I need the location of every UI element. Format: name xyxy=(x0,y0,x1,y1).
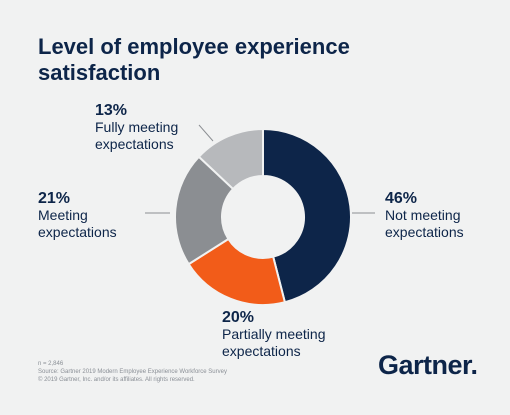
label-partially-meeting-line-2: expectations xyxy=(222,343,301,359)
gartner-logo: Gartner. xyxy=(378,350,478,381)
label-partially-meeting-pct: 20% xyxy=(222,309,255,326)
leader-lines xyxy=(145,124,375,214)
slice-partially-meeting xyxy=(187,237,287,306)
label-meeting-line-2: expectations xyxy=(38,224,117,240)
label-not-meeting-pct: 46% xyxy=(385,190,418,207)
label-fully-meeting-line-2: expectations xyxy=(95,136,174,152)
label-meeting: 21% Meeting expectations xyxy=(38,190,117,241)
chart-title: Level of employee experience satisfactio… xyxy=(38,34,478,86)
leader-fully-meeting xyxy=(198,124,214,142)
logo-dot: . xyxy=(470,350,479,380)
slice-fully-meeting xyxy=(197,127,264,191)
label-meeting-line-1: Meeting xyxy=(38,207,88,223)
label-not-meeting-line-2: expectations xyxy=(385,224,464,240)
logo-text: Gartner xyxy=(378,350,471,380)
label-partially-meeting: 20% Partially meeting expectations xyxy=(222,309,326,360)
label-partially-meeting-line-1: Partially meeting xyxy=(222,326,326,342)
copyright-note: © 2019 Gartner, Inc. and/or its affiliat… xyxy=(38,377,195,383)
label-not-meeting: 46% Not meeting expectations xyxy=(385,190,464,241)
label-fully-meeting-pct: 13% xyxy=(95,102,128,119)
source-note: Source: Gartner 2019 Modern Employee Exp… xyxy=(38,369,227,375)
sample-size-note: n = 2,846 xyxy=(38,361,64,367)
chart-title-line-1: Level of employee experience xyxy=(38,34,350,59)
label-meeting-pct: 21% xyxy=(38,190,71,207)
label-not-meeting-line-1: Not meeting xyxy=(385,207,461,223)
donut-slices xyxy=(174,127,352,306)
label-fully-meeting: 13% Fully meeting expectations xyxy=(95,102,178,153)
footer-notes: n = 2,846 Source: Gartner 2019 Modern Em… xyxy=(38,360,227,384)
chart-title-line-2: satisfaction xyxy=(38,60,161,85)
label-fully-meeting-line-1: Fully meeting xyxy=(95,119,179,135)
slice-not-meeting xyxy=(262,127,352,304)
